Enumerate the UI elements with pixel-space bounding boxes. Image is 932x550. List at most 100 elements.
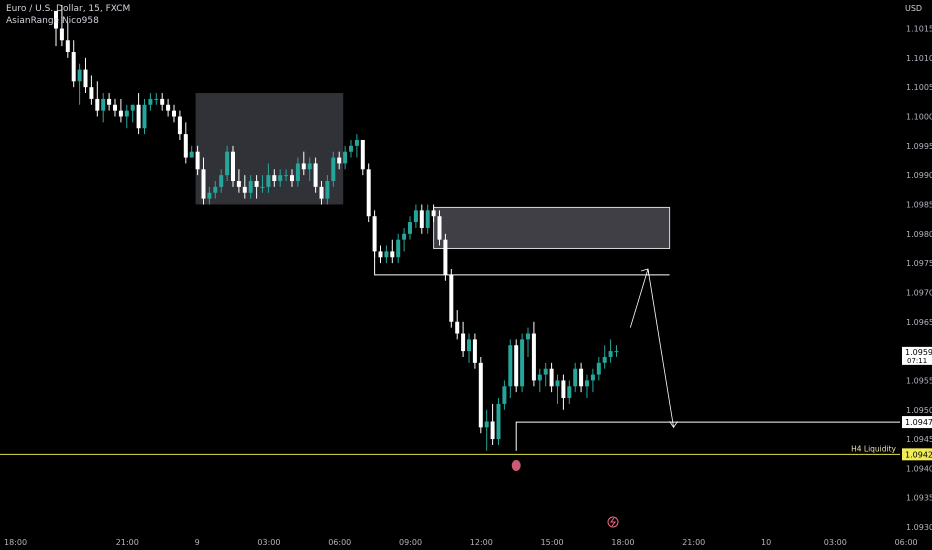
bar-countdown: 07:11 <box>907 357 927 365</box>
candle-body <box>537 374 542 381</box>
liquidity-price-value: 1.09424 <box>905 450 932 459</box>
candle-body <box>585 380 589 387</box>
candle-body <box>142 104 147 129</box>
liquidity-price-tag <box>902 448 932 461</box>
candle-body <box>284 175 289 177</box>
candle-body <box>225 151 230 176</box>
candle-body <box>219 175 224 187</box>
candle-body <box>325 181 330 199</box>
candle-body <box>89 87 94 99</box>
candle-body <box>248 181 253 193</box>
candle-body <box>372 216 377 252</box>
price-tick: 1.09750 <box>906 259 932 268</box>
currency-label[interactable]: USD <box>905 4 923 13</box>
candle-body <box>508 345 513 387</box>
candle-body <box>579 368 584 387</box>
structure-line <box>374 245 670 276</box>
candle-body <box>136 104 141 129</box>
time-tick: 03:00 <box>824 538 847 547</box>
candles-layer <box>54 5 619 451</box>
candle-body <box>307 163 312 170</box>
candle-body <box>231 151 235 182</box>
candle-body <box>408 222 412 234</box>
time-tick: 18:00 <box>611 538 634 547</box>
time-axis[interactable]: 18:00 21:00 9 03:00 06:00 09:00 12:00 15:00 18:0… <box>4 538 918 547</box>
price-tick: 1.09500 <box>906 406 932 415</box>
time-tick: 21:00 <box>682 538 705 547</box>
candle-body <box>319 186 324 199</box>
target-price-tag <box>902 416 932 429</box>
candle-body <box>543 368 548 375</box>
candle-body <box>573 368 578 387</box>
indicator-label[interactable]: AsianRange Nico958 <box>6 16 99 26</box>
price-tick: 1.09300 <box>906 523 932 532</box>
candle-body <box>561 380 566 399</box>
price-tick: 1.09950 <box>906 142 932 151</box>
candle-body <box>360 139 365 170</box>
candle-body <box>449 274 454 322</box>
price-tick: 1.10050 <box>906 83 932 92</box>
candle-body <box>366 169 371 217</box>
time-tick: 15:00 <box>541 538 564 547</box>
candle-body <box>148 98 153 105</box>
candle-body <box>113 104 117 111</box>
candle-body <box>207 192 212 199</box>
target-price-value: 1.09479 <box>905 418 932 427</box>
time-tick: 06:00 <box>895 538 918 547</box>
zones-layer <box>195 93 671 249</box>
candle-body <box>260 186 265 188</box>
candle-body <box>484 421 489 428</box>
candle-body <box>455 321 460 334</box>
candle-body <box>301 163 306 170</box>
candle-body <box>331 157 336 182</box>
candle-body <box>189 151 194 158</box>
candle-body <box>59 28 64 41</box>
time-tick: 03:00 <box>257 538 280 547</box>
candle-body <box>83 69 88 88</box>
candle-body <box>378 251 383 258</box>
candle-body <box>390 251 395 258</box>
time-tick: 18:00 <box>4 538 27 547</box>
candle-body <box>531 333 536 381</box>
candle-body <box>413 210 418 223</box>
candle-body <box>384 251 389 258</box>
candle-body <box>590 374 595 381</box>
candle-body <box>472 339 477 363</box>
price-tick: 1.10100 <box>906 54 932 63</box>
candle-body <box>614 351 619 353</box>
candle-body <box>337 157 342 164</box>
candle-body <box>343 151 348 164</box>
candle-body <box>313 163 318 187</box>
candle-body <box>295 163 300 182</box>
candle-body <box>71 51 76 82</box>
candle-body <box>425 210 430 228</box>
price-tick: 1.09650 <box>906 318 932 327</box>
price-tick: 1.10000 <box>906 113 932 122</box>
time-tick: 9 <box>195 538 200 547</box>
candle-body <box>478 362 483 428</box>
candle-body <box>272 175 277 182</box>
price-tick: 1.09450 <box>906 435 932 444</box>
candle-body <box>130 104 135 111</box>
lightning-icon-bolt <box>610 517 616 527</box>
price-tick: 1.09850 <box>906 200 932 209</box>
time-tick: 09:00 <box>399 538 422 547</box>
candle-body <box>254 181 259 187</box>
target-level-line <box>515 421 900 451</box>
candle-body <box>443 239 448 275</box>
price-tick: 1.09700 <box>906 288 932 297</box>
candle-body <box>266 175 271 187</box>
overlays-layer: H4 Liquidity <box>0 245 900 528</box>
time-tick: 06:00 <box>328 538 351 547</box>
candle-body <box>396 239 401 258</box>
candle-body <box>236 181 241 187</box>
projection-path <box>629 268 674 428</box>
candle-body <box>201 169 206 199</box>
candle-body <box>101 98 106 111</box>
price-axis[interactable]: 1.10150 1.10100 1.10050 1.10000 1.09950 1.099… <box>902 25 932 533</box>
candle-body <box>124 110 129 117</box>
candle-body <box>172 110 176 117</box>
candle-body <box>278 175 283 182</box>
candle-body <box>154 98 159 100</box>
